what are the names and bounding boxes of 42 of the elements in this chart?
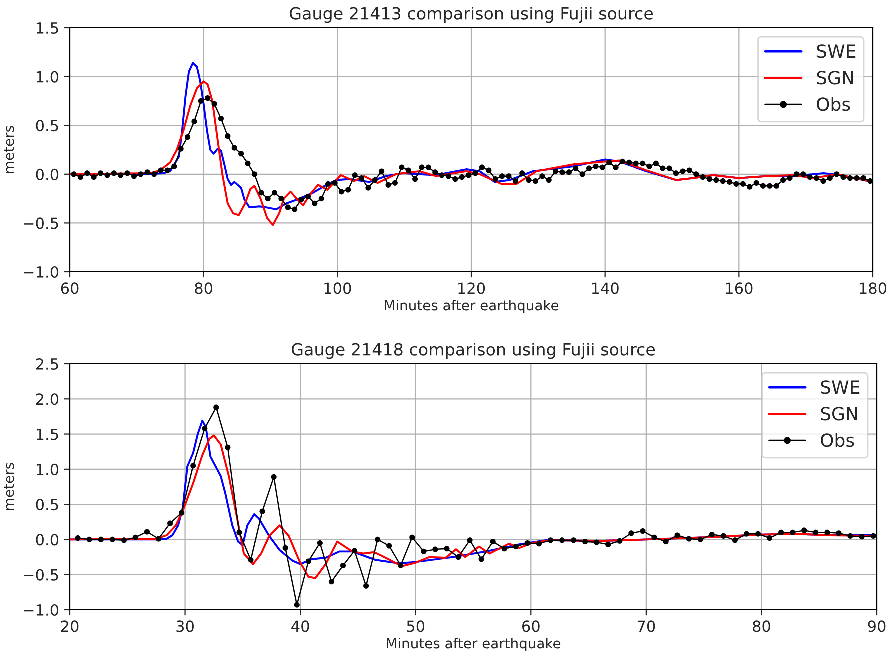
y-tick-label: −1.0 bbox=[24, 604, 59, 616]
legend-label: SGN bbox=[821, 407, 858, 421]
y-tick-label: −0.5 bbox=[24, 218, 58, 230]
legend-label: SWE bbox=[817, 44, 856, 58]
x-tick-label: 120 bbox=[458, 282, 486, 294]
chart-title: Gauge 21413 comparison using Fujii source bbox=[290, 7, 654, 24]
legend-label: Obs bbox=[817, 97, 850, 112]
x-tick-label: 20 bbox=[61, 620, 79, 632]
y-tick-label: 1.0 bbox=[36, 464, 59, 476]
x-tick-label: 50 bbox=[407, 620, 425, 632]
y-tick-label: 1.5 bbox=[36, 428, 58, 440]
y-tick-label: −1.0 bbox=[24, 266, 59, 278]
legend-label: SGN bbox=[817, 71, 854, 85]
x-tick-label: 80 bbox=[753, 620, 770, 632]
x-tick-label: 70 bbox=[638, 620, 656, 632]
chart-title: Gauge 21418 comparison using Fujii source bbox=[292, 343, 656, 360]
y-tick-label: 0.0 bbox=[36, 534, 59, 546]
y-tick-label: 2.0 bbox=[36, 394, 59, 406]
legend-label: Obs bbox=[821, 433, 854, 448]
x-tick-label: 100 bbox=[324, 282, 352, 294]
line-series bbox=[70, 434, 877, 580]
y-tick-label: 1.0 bbox=[36, 71, 59, 83]
y-tick-label: 0.5 bbox=[36, 499, 58, 511]
x-tick-label: 160 bbox=[726, 282, 753, 294]
y-tick-label: 0.5 bbox=[36, 120, 58, 132]
x-tick-label: 60 bbox=[61, 282, 79, 294]
y-tick-label: −0.5 bbox=[24, 569, 58, 581]
x-tick-label: 90 bbox=[868, 620, 886, 632]
x-tick-label: 80 bbox=[195, 282, 213, 294]
x-tick-label: 40 bbox=[292, 620, 310, 632]
y-tick-label: 1.5 bbox=[36, 22, 58, 34]
x-axis-title: Minutes after earthquake bbox=[387, 638, 561, 652]
x-tick-label: 140 bbox=[592, 282, 619, 294]
legend-label: SWE bbox=[821, 380, 860, 394]
y-axis-title: meters bbox=[4, 463, 14, 510]
y-tick-label: 0.0 bbox=[36, 168, 59, 180]
x-tick-label: 30 bbox=[176, 620, 194, 632]
x-tick-label: 60 bbox=[522, 620, 540, 632]
y-tick-label: 2.5 bbox=[36, 358, 58, 370]
y-axis-title: meters bbox=[4, 126, 14, 174]
x-axis-title: Minutes after earthquake bbox=[385, 300, 559, 314]
x-tick-label: 180 bbox=[860, 282, 887, 294]
